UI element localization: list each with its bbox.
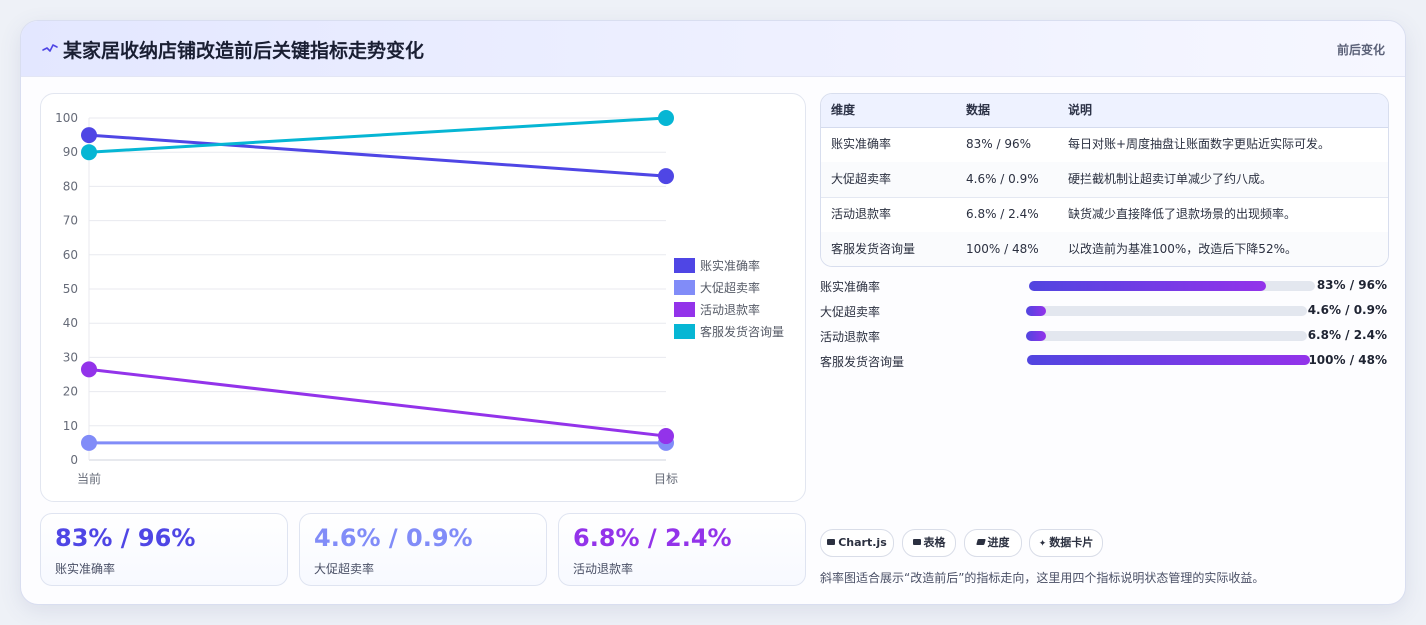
progress-icon	[975, 539, 986, 545]
y-tick-label: 50	[63, 282, 78, 296]
legend-label: 活动退款率	[700, 302, 760, 317]
progress-track	[1026, 306, 1307, 316]
metrics-table: 维度 数据 说明 账实准确率 83% / 96% 每日对账+周度抽盘让账面数字更…	[820, 93, 1389, 267]
y-tick-label: 0	[70, 453, 78, 467]
legend-label: 大促超卖率	[700, 280, 760, 295]
data-point	[658, 168, 674, 185]
table-header-cell: 说明	[1068, 103, 1093, 117]
progress-track	[1027, 355, 1310, 365]
kpi-card-accuracy: 83% / 96% 账实准确率	[40, 513, 288, 586]
legend-swatch	[674, 280, 695, 295]
y-tick-label: 60	[63, 248, 78, 262]
y-tick-label: 20	[63, 385, 78, 399]
progress-fill	[1029, 281, 1267, 291]
table-cell: 大促超卖率	[831, 172, 892, 186]
data-point	[658, 428, 674, 445]
x-tick-label: 目标	[654, 472, 678, 486]
y-tick-label: 100	[55, 111, 78, 125]
legend-swatch	[674, 324, 695, 339]
table-cell: 以改造前为基准100%，改造后下降52%。	[1068, 242, 1297, 256]
data-point	[81, 361, 97, 378]
y-tick-label: 40	[63, 316, 78, 330]
table-header-row: 维度 数据 说明	[821, 94, 1388, 128]
progress-track	[1029, 281, 1315, 291]
y-tick-label: 30	[63, 350, 78, 364]
table-row: 账实准确率 83% / 96% 每日对账+周度抽盘让账面数字更贴近实际可发。	[821, 127, 1388, 163]
pulse-icon	[42, 44, 58, 52]
progress-fill	[1027, 355, 1310, 365]
page-title: 某家居收纳店铺改造前后关键指标走势变化	[63, 40, 425, 62]
y-tick-label: 80	[63, 179, 78, 193]
header-tag: 前后变化	[1336, 43, 1385, 57]
table-row: 客服发货咨询量 100% / 48% 以改造前为基准100%，改造后下降52%。	[821, 232, 1388, 266]
table-cell: 活动退款率	[831, 207, 892, 221]
progress-fill	[1026, 331, 1046, 341]
data-point	[81, 144, 97, 161]
chip-progress[interactable]: 进度	[964, 529, 1022, 557]
kpi-value: 4.6% / 0.9%	[314, 524, 473, 552]
progress-value: 4.6% / 0.9%	[1307, 303, 1387, 317]
kpi-card-refund: 6.8% / 2.4% 活动退款率	[558, 513, 806, 586]
data-point	[81, 434, 97, 451]
progress-value: 100% / 48%	[1308, 353, 1387, 367]
table-cell: 客服发货咨询量	[831, 242, 916, 256]
table-cell: 硬拦截机制让超卖订单减少了约八成。	[1068, 172, 1273, 186]
slope-chart: 0 10 20 30 40 50 60 70 80 90 100 当前 目标 账实准确率大促超卖率活动退款…	[55, 110, 784, 486]
legend-swatch	[674, 258, 695, 273]
progress-track	[1026, 331, 1307, 341]
legend-swatch	[674, 302, 695, 317]
chip-chartjs[interactable]: Chart.js	[820, 529, 894, 557]
table-cell: 6.8% / 2.4%	[966, 207, 1039, 221]
table-row: 活动退款率 6.8% / 2.4% 缺货减少直接降低了退款场景的出现频率。	[821, 197, 1388, 233]
legend-label: 客服发货咨询量	[700, 324, 784, 339]
chip-label: 表格	[923, 536, 946, 549]
chip-label: 数据卡片	[1049, 536, 1094, 549]
dashboard-card: 某家居收纳店铺改造前后关键指标走势变化 前后变化 0 10 20 30 40 50 60 70…	[20, 20, 1406, 605]
series-line	[88, 116, 667, 154]
kpi-value: 6.8% / 2.4%	[573, 524, 732, 552]
table-cell: 账实准确率	[831, 137, 892, 151]
kpi-label: 活动退款率	[573, 562, 634, 576]
chip-label: 进度	[987, 536, 1010, 549]
table-header-cell: 维度	[831, 103, 856, 117]
data-point	[658, 110, 674, 126]
progress-value: 83% / 96%	[1316, 278, 1387, 292]
data-point	[81, 127, 97, 144]
series-line	[88, 367, 667, 438]
table-cell: 缺货减少直接降低了退款场景的出现频率。	[1068, 207, 1297, 221]
series-line	[88, 133, 667, 178]
progress-label: 账实准确率	[820, 280, 881, 294]
y-tick-label: 70	[63, 214, 78, 228]
kpi-label: 账实准确率	[55, 562, 116, 576]
y-tick-label: 90	[63, 145, 78, 159]
chip-table[interactable]: 表格	[902, 529, 956, 557]
table-cell: 100% / 48%	[966, 242, 1039, 256]
chip-label: Chart.js	[838, 536, 887, 549]
chart-panel: 0 10 20 30 40 50 60 70 80 90 100 当前 目标 账实准确率大促超卖率活动退款…	[40, 93, 806, 502]
table-cell: 83% / 96%	[966, 137, 1032, 151]
progress-fill	[1026, 306, 1046, 316]
x-tick-label: 当前	[77, 471, 101, 486]
kpi-label: 大促超卖率	[314, 562, 375, 576]
table-cell: 每日对账+周度抽盘让账面数字更贴近实际可发。	[1068, 137, 1331, 151]
chart-icon	[827, 539, 836, 545]
progress-label: 活动退款率	[820, 330, 881, 344]
progress-label: 大促超卖率	[820, 305, 881, 319]
progress-label: 客服发货咨询量	[820, 355, 905, 369]
table-icon	[912, 539, 921, 545]
legend-label: 账实准确率	[700, 258, 760, 273]
y-tick-label: 10	[63, 419, 78, 433]
chip-data-card[interactable]: ✦ 数据卡片	[1029, 529, 1103, 557]
sparkle-icon: ✦	[1038, 539, 1047, 549]
footnote: 斜率图适合展示“改造前后”的指标走向，这里用四个指标说明状态管理的实际收益。	[820, 571, 1265, 585]
progress-value: 6.8% / 2.4%	[1307, 328, 1387, 342]
kpi-value: 83% / 96%	[55, 524, 196, 552]
card-header: 某家居收纳店铺改造前后关键指标走势变化 前后变化	[21, 21, 1405, 77]
kpi-card-oversell: 4.6% / 0.9% 大促超卖率	[299, 513, 547, 586]
table-row: 大促超卖率 4.6% / 0.9% 硬拦截机制让超卖订单减少了约八成。	[821, 162, 1388, 198]
table-header-cell: 数据	[966, 103, 991, 117]
table-cell: 4.6% / 0.9%	[966, 172, 1039, 186]
